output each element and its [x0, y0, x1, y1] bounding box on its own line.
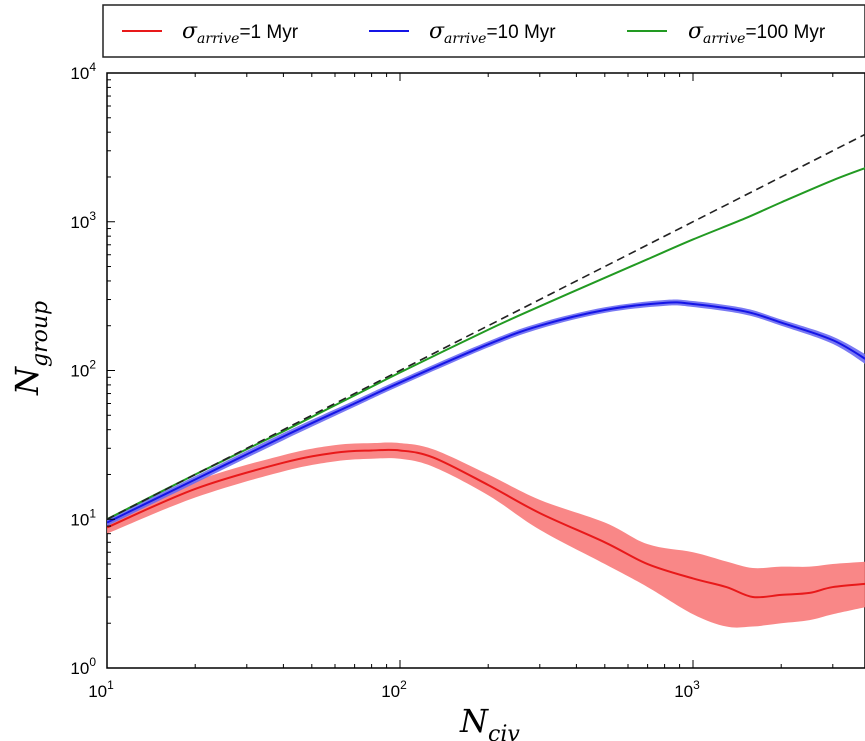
- y-tick-label-base: 10: [70, 213, 89, 232]
- x-axis-title: Nciv: [459, 702, 520, 741]
- y-tick-label: 103: [70, 209, 96, 232]
- x-tick-label-base: 10: [88, 682, 107, 701]
- reference-dashed-line: [107, 133, 865, 520]
- legend: σarrive=1 Myr σarrive=10 Myr σarrive=100 M…: [102, 4, 865, 58]
- y-tick-label-exponent: 1: [89, 506, 96, 520]
- legend-value: =100 Myr: [745, 22, 825, 43]
- y-tick-label-exponent: 0: [89, 655, 96, 669]
- y-tick-label-base: 10: [70, 659, 89, 678]
- y-tick-label-base: 10: [70, 64, 89, 83]
- legend-label-0: σarrive=1 Myr: [182, 19, 299, 47]
- legend-subscript: arrive: [197, 31, 239, 47]
- y-tick-label: 100: [70, 655, 96, 678]
- x-axis-title-sub: civ: [488, 722, 520, 741]
- legend-value: =1 Myr: [239, 22, 298, 43]
- y-tick-label-base: 10: [70, 362, 89, 381]
- y-tick-label: 101: [70, 506, 96, 529]
- y-tick-label-exponent: 4: [89, 60, 96, 74]
- legend-box: [102, 4, 865, 58]
- y-tick-label-base: 10: [70, 510, 89, 529]
- y-tick-label-exponent: 2: [89, 358, 96, 372]
- x-tick-label: 103: [674, 678, 700, 701]
- legend-value: =10 Myr: [486, 22, 556, 43]
- legend-subscript: arrive: [703, 31, 745, 47]
- x-tick-label-base: 10: [674, 682, 693, 701]
- y-axis-title: Ngroup: [8, 301, 53, 396]
- x-tick-label-base: 10: [381, 682, 400, 701]
- legend-symbol: σ: [429, 19, 445, 44]
- series-0-band: [107, 442, 865, 628]
- x-axis-title-main: N: [459, 702, 489, 740]
- legend-label-2: σarrive=100 Myr: [688, 19, 826, 47]
- y-tick-label-exponent: 3: [89, 209, 96, 223]
- x-tick-label: 102: [381, 678, 407, 701]
- x-tick-label-exponent: 1: [107, 678, 114, 692]
- y-tick-label: 104: [70, 60, 96, 83]
- series-1-line: [107, 301, 865, 524]
- y-tick-label: 102: [70, 358, 96, 381]
- x-tick-label-exponent: 3: [693, 678, 700, 692]
- y-axis-title-main: N: [8, 366, 46, 396]
- series-0-line: [107, 448, 865, 599]
- y-axis-title-sub: group: [28, 301, 53, 367]
- legend-label-1: σarrive=10 Myr: [429, 19, 556, 47]
- legend-symbol: σ: [688, 19, 704, 44]
- legend-symbol: σ: [182, 19, 198, 44]
- series-2-line: [107, 167, 865, 521]
- x-tick-label: 101: [88, 678, 114, 701]
- legend-subscript: arrive: [444, 31, 486, 47]
- x-tick-label-exponent: 2: [400, 678, 407, 692]
